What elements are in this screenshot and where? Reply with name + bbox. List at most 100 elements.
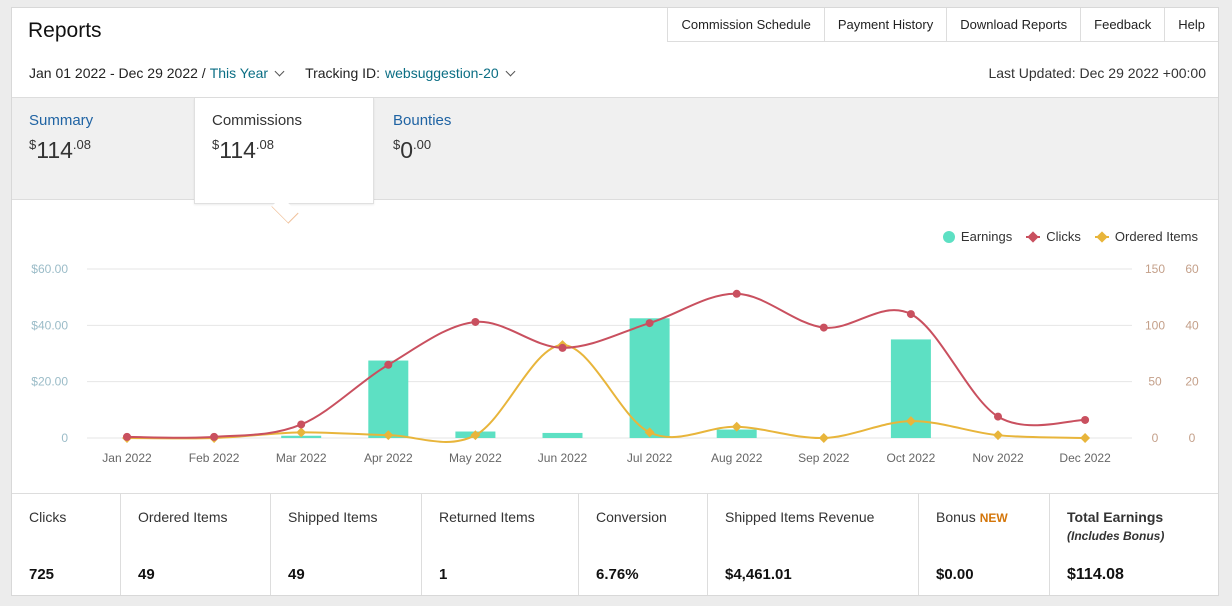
y-left-tick-label: $40.00 <box>31 318 68 332</box>
y-right-outer-tick-label: 100 <box>1145 318 1165 332</box>
stat-bonus: Bonus NEW $0.00 <box>919 494 1050 595</box>
y-right-inner-tick-label: 0 <box>1189 431 1196 445</box>
ordered-items-point <box>818 433 829 443</box>
chevron-down-icon <box>274 66 285 77</box>
stat-value: 1 <box>439 566 448 583</box>
tab-summary-value: $114.08 <box>29 137 91 163</box>
clicks-line <box>126 292 1086 439</box>
combo-chart: $60.00 150 60 $40.00 100 40 $20.00 50 20 0 0 0 Jan 2… <box>31 262 1199 465</box>
chart-legend: Earnings Clicks Ordered Items <box>942 229 1198 244</box>
period-dropdown[interactable]: This Year <box>210 65 285 81</box>
clicks-point <box>123 432 131 441</box>
date-range: Jan 01 2022 - Dec 29 2022 / <box>29 65 206 81</box>
ordered-items-point <box>644 427 655 438</box>
x-tick-label: Feb 2022 <box>189 451 240 465</box>
y-left-tick-label: $60.00 <box>31 262 68 276</box>
clicks-point <box>297 420 306 429</box>
clicks-swatch <box>1026 235 1041 238</box>
stat-value: $114.08 <box>1067 566 1124 583</box>
clicks-point <box>732 289 741 298</box>
earnings-bar <box>368 360 409 438</box>
stat-total-earnings: Total Earnings (Includes Bonus) $114.08 <box>1050 494 1218 595</box>
y-left-tick-label: $20.00 <box>31 375 68 389</box>
clicks-point <box>994 412 1002 421</box>
x-tick-label: Jun 2022 <box>538 451 588 465</box>
y-right-inner-tick-label: 60 <box>1185 262 1199 276</box>
ordered-items-point <box>383 430 394 441</box>
ordered-items-point <box>470 430 481 441</box>
stat-value: $4,461.01 <box>725 566 792 583</box>
clicks-point <box>210 432 219 441</box>
clicks-point <box>906 310 915 319</box>
stat-label: Ordered Items <box>138 509 228 525</box>
legend-earnings-label: Earnings <box>960 229 1013 244</box>
clicks-point <box>1081 415 1090 424</box>
ordered-items-point <box>1080 433 1091 443</box>
stat-value: $0.00 <box>936 566 974 583</box>
tab-bounties[interactable]: Bounties $0.00 <box>376 98 556 199</box>
ordered-swatch <box>1094 235 1109 238</box>
chevron-down-icon <box>505 66 516 77</box>
stat-value: 49 <box>288 566 305 583</box>
stat-value: 49 <box>138 566 155 583</box>
stat-label: Clicks <box>29 509 67 525</box>
stat-label: Total Earnings <box>1067 509 1164 525</box>
legend-earnings[interactable]: Earnings <box>942 229 1013 244</box>
last-updated: Last Updated: Dec 29 2022 +00:00 <box>988 65 1206 81</box>
feedback-button[interactable]: Feedback <box>1081 8 1166 41</box>
ordered-items-point <box>993 430 1003 441</box>
y-right-outer-tick-label: 50 <box>1148 375 1162 389</box>
download-reports-button[interactable]: Download Reports <box>947 8 1082 41</box>
clicks-point <box>819 323 828 332</box>
stat-value: 725 <box>29 566 55 583</box>
ordered-items-point <box>731 421 742 432</box>
y-right-outer-tick-label: 0 <box>1152 431 1159 445</box>
legend-clicks-label: Clicks <box>1046 229 1081 244</box>
y-right-outer-tick-label: 150 <box>1145 262 1165 276</box>
x-tick-label: Mar 2022 <box>276 451 327 465</box>
y-right-inner-tick-label: 20 <box>1185 375 1199 389</box>
stat-label: Shipped Items Revenue <box>725 509 875 525</box>
filters-row: Jan 01 2022 - Dec 29 2022 / This Year Tr… <box>29 65 516 81</box>
new-badge: NEW <box>979 511 1008 525</box>
legend-clicks[interactable]: Clicks <box>1026 229 1081 244</box>
clicks-point <box>471 317 480 326</box>
tab-summary-label: Summary <box>29 112 94 129</box>
earnings-bar <box>542 432 583 438</box>
page-title: Reports <box>28 19 102 42</box>
stat-label: Shipped Items <box>288 509 378 525</box>
y-left-tick-label: 0 <box>61 431 68 445</box>
stat-label: Returned Items <box>439 509 535 525</box>
ordered-items-line <box>126 344 1086 443</box>
tab-commissions-value: $114.08 <box>212 137 274 163</box>
x-tick-label: Oct 2022 <box>887 451 936 465</box>
tab-commissions[interactable]: Commissions $114.08 <box>194 98 374 204</box>
stat-label: Bonus NEW <box>936 509 1008 525</box>
reports-panel: Reports Commission Schedule Payment Hist… <box>11 7 1219 596</box>
tab-bounties-value: $0.00 <box>393 137 432 163</box>
x-tick-label: Aug 2022 <box>711 451 763 465</box>
tracking-label: Tracking ID: <box>305 65 381 81</box>
stat-shipped-revenue: Shipped Items Revenue $4,461.01 <box>708 494 919 595</box>
commission-schedule-button[interactable]: Commission Schedule <box>668 8 825 41</box>
tab-summary[interactable]: Summary $114.08 <box>12 98 194 199</box>
earnings-bar <box>629 318 670 438</box>
payment-history-button[interactable]: Payment History <box>825 8 948 41</box>
stats-row: Clicks 725 Ordered Items 49 Shipped Items 4… <box>12 493 1218 595</box>
x-tick-label: Apr 2022 <box>364 451 413 465</box>
stat-ordered-items: Ordered Items 49 <box>121 494 271 595</box>
x-tick-label: Dec 2022 <box>1059 451 1111 465</box>
x-tick-label: Jul 2022 <box>627 451 673 465</box>
tab-bar: Summary $114.08 Commissions $114.08 Boun… <box>12 97 1218 204</box>
stat-value: 6.76% <box>596 566 639 583</box>
x-tick-label: Sep 2022 <box>798 451 850 465</box>
help-button[interactable]: Help <box>1178 17 1205 32</box>
stat-shipped-items: Shipped Items 49 <box>271 494 422 595</box>
clicks-point <box>645 319 654 328</box>
clicks-point <box>384 360 393 369</box>
legend-ordered[interactable]: Ordered Items <box>1094 229 1198 244</box>
top-nav: Commission Schedule Payment History Down… <box>667 8 1218 42</box>
y-right-inner-tick-label: 40 <box>1185 318 1199 332</box>
tracking-id-dropdown[interactable]: websuggestion-20 <box>385 65 516 81</box>
ordered-items-point <box>905 416 916 427</box>
